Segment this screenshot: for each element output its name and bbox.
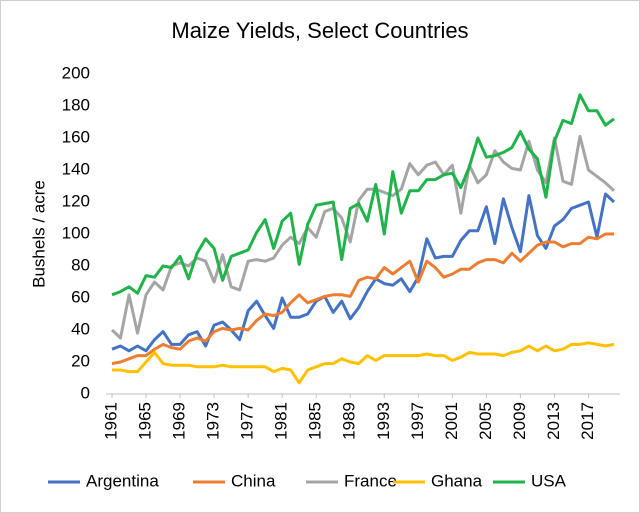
series-line [111, 192, 616, 353]
chart-title: Maize Yields, Select Countries [171, 18, 468, 43]
series-line [111, 93, 615, 297]
series-line [111, 232, 614, 366]
x-tick-label: 2001 [442, 402, 461, 440]
x-tick-label: 1989 [340, 402, 359, 440]
y-tick-label: 200 [62, 63, 90, 82]
legend-label: USA [531, 471, 567, 490]
x-tick-label: 2009 [510, 402, 529, 440]
y-tick-label: 120 [62, 191, 90, 210]
x-tick-label: 1961 [101, 402, 120, 440]
y-tick-label: 80 [71, 255, 90, 274]
x-tick-label: 1977 [238, 402, 257, 440]
series-line [112, 341, 615, 385]
y-axis-label: Bushels / acre [29, 180, 48, 288]
y-tick-label: 0 [81, 383, 90, 402]
y-tick-label: 100 [62, 223, 90, 242]
y-tick-label: 160 [62, 127, 90, 146]
x-tick-label: 2017 [578, 402, 597, 440]
y-tick-label: 20 [71, 351, 90, 370]
x-tick-label: 1981 [272, 402, 291, 440]
x-tick-label: 1993 [374, 402, 393, 440]
y-tick-label: 140 [62, 159, 90, 178]
legend-label: China [231, 471, 276, 490]
y-tick-label: 60 [71, 287, 90, 306]
legend-label: Argentina [86, 471, 159, 490]
x-tick-label: 1973 [204, 402, 223, 440]
x-tick-label: 1985 [306, 402, 325, 440]
y-tick-label: 40 [71, 319, 90, 338]
x-tick-label: 2005 [476, 402, 495, 440]
legend-label: France [344, 471, 397, 490]
x-tick-label: 1997 [408, 402, 427, 440]
x-tick-label: 1965 [136, 402, 155, 440]
x-tick-label: 1969 [170, 402, 189, 440]
x-tick-label: 2013 [544, 402, 563, 440]
legend-label: Ghana [431, 471, 483, 490]
y-tick-label: 180 [62, 95, 90, 114]
